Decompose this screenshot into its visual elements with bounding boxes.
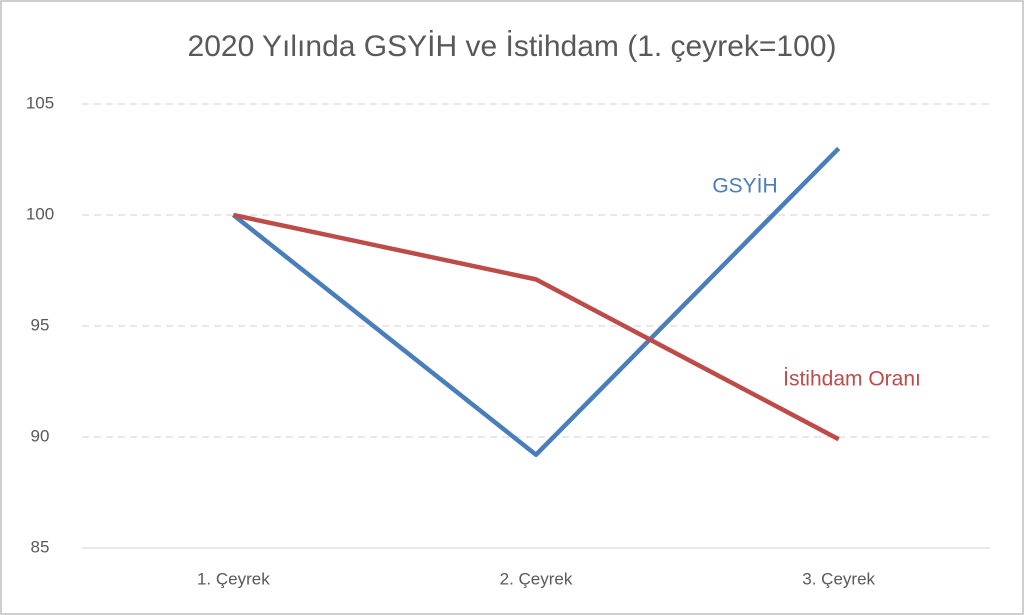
y-tick-label: 95 <box>31 315 50 334</box>
x-tick-label: 1. Çeyrek <box>197 569 270 588</box>
y-tick-label: 105 <box>26 93 54 112</box>
series-label: İstihdam Oranı <box>783 368 921 391</box>
y-tick-label: 85 <box>31 537 50 556</box>
series-label: GSYİH <box>712 175 777 198</box>
x-tick-label: 2. Çeyrek <box>500 569 573 588</box>
series-line <box>232 212 840 442</box>
y-tick-label: 90 <box>31 426 50 445</box>
chart-title: 2020 Yılında GSYİH ve İstihdam (1. çeyre… <box>188 30 837 63</box>
series-line <box>231 146 841 458</box>
x-tick-label: 3. Çeyrek <box>802 569 875 588</box>
y-tick-label: 100 <box>26 204 54 223</box>
